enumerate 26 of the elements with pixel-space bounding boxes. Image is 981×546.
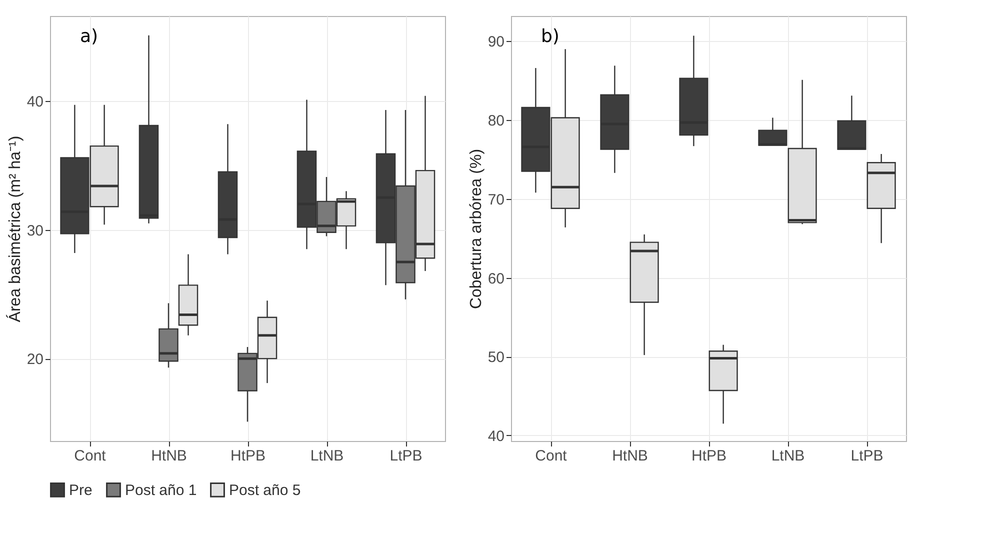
annotation: b): [541, 26, 560, 47]
annotation: a): [80, 26, 98, 47]
y-tick-label: 60: [488, 270, 504, 288]
y-tick-label: 90: [488, 34, 504, 51]
y-tick-label: 30: [26, 222, 44, 240]
y-tick-label: 40: [488, 428, 504, 445]
x-tick-label: Cont: [74, 448, 107, 464]
y-tick-label: 20: [26, 351, 44, 368]
x-tick-label: LtNB: [310, 448, 344, 464]
x-tick-label: HtNB: [612, 448, 648, 464]
x-tick-label: LtPB: [390, 448, 422, 464]
y-tick-label: 40: [26, 94, 44, 110]
legend-label: Pre: [69, 482, 92, 499]
x-tick-label: HtPB: [230, 448, 266, 464]
x-tick-label: Cont: [535, 448, 568, 464]
y-tick-label: 70: [488, 191, 504, 208]
y-axis-title: Área basimétrica (m² ha⁻¹): [6, 136, 24, 322]
x-tick-label: LtPB: [850, 448, 884, 464]
y-tick-label: 50: [488, 349, 504, 366]
x-tick-label: HtNB: [151, 448, 187, 464]
legend-label: Post año 1: [125, 482, 197, 499]
y-axis-title: Cobertura arbórea (%): [468, 148, 485, 310]
legend-label: Post año 5: [229, 482, 301, 499]
y-tick-label: 80: [488, 112, 504, 130]
x-tick-label: LtNB: [771, 448, 805, 464]
x-tick-label: HtPB: [691, 448, 727, 464]
